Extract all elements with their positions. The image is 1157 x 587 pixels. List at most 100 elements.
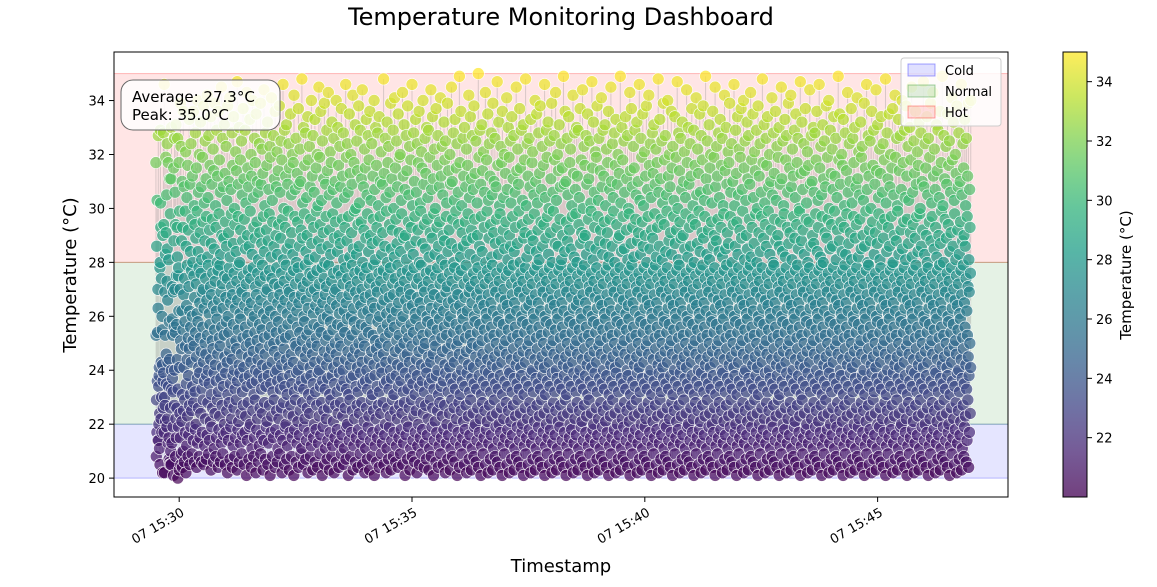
data-point bbox=[424, 83, 438, 97]
data-point bbox=[743, 177, 757, 191]
data-point bbox=[598, 118, 612, 132]
data-point bbox=[391, 107, 405, 121]
data-point bbox=[699, 172, 713, 186]
data-point bbox=[201, 191, 215, 204]
data-point bbox=[943, 134, 956, 148]
data-point bbox=[855, 150, 868, 164]
data-point bbox=[775, 172, 789, 186]
data-point bbox=[164, 172, 178, 186]
data-point bbox=[274, 231, 287, 245]
data-point bbox=[835, 148, 849, 161]
data-point bbox=[295, 72, 309, 86]
data-point bbox=[479, 86, 492, 99]
data-point bbox=[149, 156, 163, 169]
data-point bbox=[400, 164, 414, 177]
data-point bbox=[805, 175, 819, 188]
data-point bbox=[774, 80, 788, 94]
x-tick-label: 07 15:35 bbox=[362, 505, 420, 547]
data-point bbox=[564, 142, 577, 156]
data-point bbox=[307, 185, 321, 199]
data-point bbox=[541, 115, 555, 129]
y-tick-label: 22 bbox=[88, 418, 105, 433]
data-point bbox=[651, 72, 665, 86]
data-point bbox=[661, 94, 675, 107]
data-point bbox=[793, 75, 807, 88]
chart-title: Temperature Monitoring Dashboard bbox=[347, 3, 774, 31]
data-point bbox=[572, 191, 586, 204]
legend-swatch-hot bbox=[907, 105, 936, 119]
data-point bbox=[960, 210, 974, 223]
colorbar-tick-label: 24 bbox=[1096, 372, 1113, 387]
data-point bbox=[563, 156, 577, 169]
data-point bbox=[453, 70, 466, 83]
data-point bbox=[699, 70, 712, 83]
data-point bbox=[287, 88, 301, 102]
data-point bbox=[460, 142, 473, 156]
data-point bbox=[377, 72, 390, 86]
data-point bbox=[445, 175, 459, 188]
data-point bbox=[412, 105, 426, 118]
data-point bbox=[727, 78, 741, 91]
data-point bbox=[159, 226, 173, 239]
data-point bbox=[467, 99, 481, 113]
data-point bbox=[962, 460, 975, 474]
data-point bbox=[265, 194, 279, 207]
data-point bbox=[846, 132, 860, 145]
data-point bbox=[355, 83, 369, 97]
data-point bbox=[397, 118, 411, 132]
data-point bbox=[309, 161, 323, 175]
data-point bbox=[490, 75, 504, 88]
data-point bbox=[963, 425, 976, 439]
data-point bbox=[213, 153, 226, 167]
data-point bbox=[795, 115, 809, 129]
colorbar-gradient bbox=[1062, 51, 1088, 498]
stats-box: Average: 27.3°C Peak: 35.0°C bbox=[120, 79, 281, 131]
data-point bbox=[836, 113, 850, 126]
colorbar-tick-label: 28 bbox=[1096, 254, 1113, 269]
data-point bbox=[831, 70, 845, 83]
data-point bbox=[851, 172, 865, 186]
data-point bbox=[480, 204, 494, 218]
data-point bbox=[949, 148, 962, 161]
data-point bbox=[336, 126, 350, 140]
data-point bbox=[886, 102, 899, 115]
data-points bbox=[149, 67, 978, 485]
data-point bbox=[769, 105, 782, 118]
colorbar-tick-label: 32 bbox=[1096, 135, 1113, 150]
data-point bbox=[365, 137, 379, 150]
data-point bbox=[306, 129, 320, 142]
y-tick-label: 32 bbox=[88, 148, 105, 163]
data-point bbox=[691, 142, 705, 156]
data-point bbox=[640, 99, 653, 113]
data-point bbox=[960, 132, 973, 145]
data-point bbox=[616, 153, 630, 167]
y-tick-label: 28 bbox=[88, 256, 105, 271]
data-point bbox=[785, 180, 798, 194]
data-point bbox=[346, 88, 360, 102]
data-point bbox=[470, 196, 484, 210]
data-point bbox=[481, 107, 495, 121]
legend-swatch-normal bbox=[907, 84, 936, 98]
data-point bbox=[869, 83, 883, 97]
data-point bbox=[562, 110, 576, 123]
data-point bbox=[513, 102, 527, 115]
data-point bbox=[367, 94, 381, 107]
data-point bbox=[913, 202, 927, 215]
x-tick-label: 07 15:45 bbox=[828, 505, 886, 547]
data-point bbox=[722, 156, 736, 169]
legend-label-normal: Normal bbox=[945, 85, 992, 100]
data-point bbox=[393, 148, 407, 161]
data-point bbox=[429, 102, 443, 115]
data-point bbox=[670, 75, 684, 88]
legend-swatch-cold bbox=[907, 63, 936, 77]
data-point bbox=[587, 115, 600, 129]
data-point bbox=[292, 102, 305, 115]
y-axis-label: Temperature (°C) bbox=[60, 197, 81, 353]
average-label: Average: 27.3°C bbox=[132, 88, 255, 106]
data-point bbox=[557, 70, 570, 83]
data-point bbox=[570, 169, 584, 183]
x-tick-label: 07 15:30 bbox=[129, 505, 187, 547]
data-point bbox=[799, 102, 812, 115]
data-point bbox=[844, 102, 858, 115]
